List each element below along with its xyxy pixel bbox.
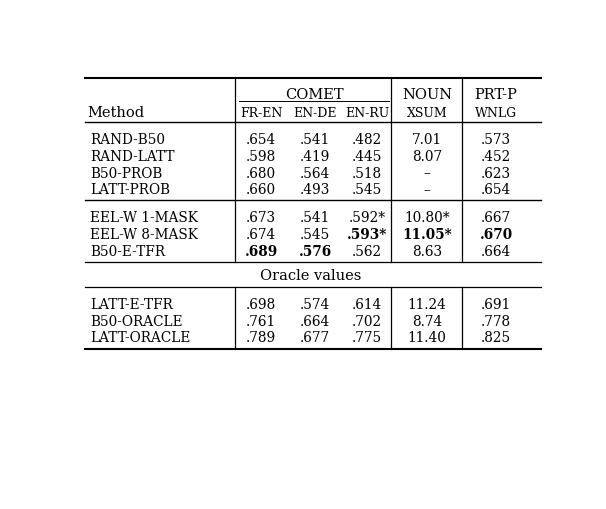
Text: .673: .673 (246, 211, 276, 225)
Text: .593*: .593* (347, 228, 387, 242)
Text: RAND-B50: RAND-B50 (90, 132, 165, 147)
Text: .664: .664 (300, 314, 330, 328)
Text: EEL-W 1-MASK: EEL-W 1-MASK (90, 211, 198, 225)
Text: .574: .574 (300, 297, 330, 311)
Text: WNLG: WNLG (475, 106, 517, 119)
Text: EEL-W 8-MASK: EEL-W 8-MASK (90, 228, 198, 242)
Text: .623: .623 (481, 166, 511, 180)
Text: .518: .518 (352, 166, 382, 180)
Text: PRT-P: PRT-P (474, 88, 518, 101)
Text: .674: .674 (246, 228, 276, 242)
Text: 11.24: 11.24 (408, 297, 447, 311)
Text: .670: .670 (479, 228, 513, 242)
Text: Oracle values: Oracle values (260, 268, 361, 282)
Text: .660: .660 (246, 183, 276, 197)
Text: .452: .452 (481, 149, 511, 163)
Text: LATT-PROB: LATT-PROB (90, 183, 170, 197)
Text: EN-RU: EN-RU (345, 106, 389, 119)
Text: 11.05*: 11.05* (402, 228, 452, 242)
Text: .680: .680 (246, 166, 276, 180)
Text: .691: .691 (481, 297, 511, 311)
Text: 8.74: 8.74 (412, 314, 442, 328)
Text: .775: .775 (352, 331, 382, 345)
Text: .689: .689 (245, 244, 278, 259)
Text: Method: Method (87, 106, 145, 120)
Text: .419: .419 (300, 149, 330, 163)
Text: .482: .482 (352, 132, 382, 147)
Text: .667: .667 (481, 211, 511, 225)
Text: .614: .614 (352, 297, 382, 311)
Text: .493: .493 (300, 183, 330, 197)
Text: .677: .677 (300, 331, 330, 345)
Text: .598: .598 (246, 149, 276, 163)
Text: .564: .564 (300, 166, 330, 180)
Text: .545: .545 (352, 183, 382, 197)
Text: B50-PROB: B50-PROB (90, 166, 162, 180)
Text: RAND-LATT: RAND-LATT (90, 149, 175, 163)
Text: –: – (424, 183, 430, 197)
Text: FR-EN: FR-EN (240, 106, 282, 119)
Text: 10.80*: 10.80* (404, 211, 450, 225)
Text: 8.07: 8.07 (412, 149, 442, 163)
Text: COMET: COMET (285, 88, 344, 101)
Text: .541: .541 (300, 132, 330, 147)
Text: 11.40: 11.40 (408, 331, 447, 345)
Text: .702: .702 (352, 314, 382, 328)
Text: .654: .654 (246, 132, 276, 147)
Text: .541: .541 (300, 211, 330, 225)
Text: LATT-E-TFR: LATT-E-TFR (90, 297, 173, 311)
Text: .789: .789 (246, 331, 276, 345)
Text: LATT-ORACLE: LATT-ORACLE (90, 331, 190, 345)
Text: EN-DE: EN-DE (293, 106, 337, 119)
Text: .654: .654 (481, 183, 511, 197)
Text: B50-ORACLE: B50-ORACLE (90, 314, 182, 328)
Text: .576: .576 (299, 244, 332, 259)
Text: .573: .573 (481, 132, 511, 147)
Text: 7.01: 7.01 (412, 132, 442, 147)
Text: .778: .778 (481, 314, 511, 328)
Text: 8.63: 8.63 (412, 244, 442, 259)
Text: .761: .761 (246, 314, 276, 328)
Text: –: – (424, 166, 430, 180)
Text: .698: .698 (246, 297, 276, 311)
Text: B50-E-TFR: B50-E-TFR (90, 244, 165, 259)
Text: .592*: .592* (348, 211, 385, 225)
Text: .825: .825 (481, 331, 511, 345)
Text: .545: .545 (300, 228, 330, 242)
Text: .445: .445 (351, 149, 382, 163)
Text: XSUM: XSUM (407, 106, 447, 119)
Text: .664: .664 (481, 244, 511, 259)
Text: NOUN: NOUN (402, 88, 452, 101)
Text: .562: .562 (352, 244, 382, 259)
